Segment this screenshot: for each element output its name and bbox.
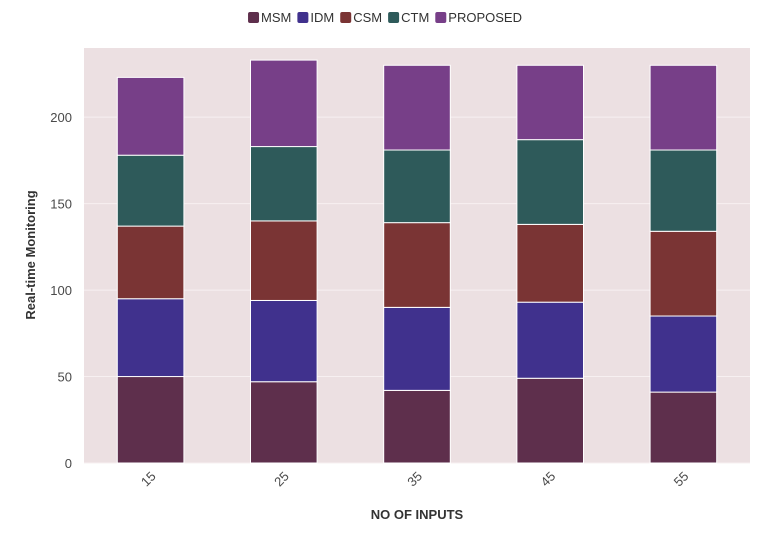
x-tick-label: 15 — [138, 469, 159, 490]
x-tick-label: 55 — [671, 469, 692, 490]
legend-swatch — [388, 12, 400, 23]
y-tick-label: 150 — [50, 197, 72, 212]
bar-segment-idm-45 — [516, 301, 585, 379]
bar-segment-ctm-35 — [383, 149, 451, 224]
bar-segment-csm-35 — [383, 222, 451, 308]
bar-segment-ctm-25 — [250, 146, 318, 222]
bar-segment-proposed-15 — [116, 76, 185, 156]
bar-segment-csm-15 — [116, 225, 185, 300]
legend-swatch — [297, 12, 309, 23]
bar-segment-msm-15 — [116, 376, 185, 464]
x-axis-label: NO OF INPUTS — [371, 507, 464, 522]
legend-item-proposed[interactable]: PROPOSED — [435, 10, 522, 25]
x-tick-label: 25 — [271, 469, 292, 490]
bar-segment-proposed-45 — [516, 64, 585, 141]
y-axis-label: Real-time Monitoring — [23, 190, 38, 319]
y-tick-label: 0 — [65, 456, 72, 471]
bar-segment-idm-55 — [649, 315, 718, 393]
y-tick-label: 200 — [50, 110, 72, 125]
bar-segment-csm-45 — [516, 223, 585, 303]
bar-segment-msm-55 — [649, 391, 718, 464]
bars — [116, 59, 718, 464]
bar-segment-idm-25 — [250, 299, 318, 383]
legend-label: PROPOSED — [448, 10, 522, 25]
legend-item-msm[interactable]: MSM — [248, 10, 291, 25]
bar-segment-csm-55 — [649, 230, 718, 317]
legend-label: CTM — [401, 10, 429, 25]
y-tick-label: 50 — [58, 370, 72, 385]
legend-label: MSM — [261, 10, 291, 25]
legend-label: CSM — [353, 10, 382, 25]
y-tick-label: 100 — [50, 283, 72, 298]
x-tick-label: 35 — [404, 469, 425, 490]
bar-segment-idm-15 — [116, 298, 185, 378]
legend: MSM IDM CSM CTM PROPOSED — [248, 10, 522, 25]
legend-swatch — [435, 12, 447, 23]
legend-label: IDM — [310, 10, 334, 25]
bar-segment-msm-35 — [383, 389, 451, 464]
legend-swatch — [248, 12, 260, 23]
bar-segment-proposed-55 — [649, 64, 718, 151]
bar-segment-csm-25 — [250, 220, 318, 301]
bar-segment-ctm-15 — [116, 154, 185, 227]
bar-segment-idm-35 — [383, 306, 451, 391]
bar-segment-ctm-45 — [516, 139, 585, 225]
legend-item-idm[interactable]: IDM — [297, 10, 334, 25]
y-axis-ticks: 0 50 100 150 200 — [50, 110, 72, 471]
bar-segment-proposed-35 — [383, 64, 451, 151]
legend-item-csm[interactable]: CSM — [340, 10, 382, 25]
bar-segment-msm-45 — [516, 377, 585, 464]
bar-segment-ctm-55 — [649, 149, 718, 232]
legend-item-ctm[interactable]: CTM — [388, 10, 429, 25]
bar-segment-msm-25 — [250, 381, 318, 464]
x-tick-label: 45 — [537, 469, 558, 490]
legend-swatch — [340, 12, 352, 23]
x-axis-ticks: 15 25 35 45 55 — [138, 469, 692, 490]
bar-segment-proposed-25 — [250, 59, 318, 148]
